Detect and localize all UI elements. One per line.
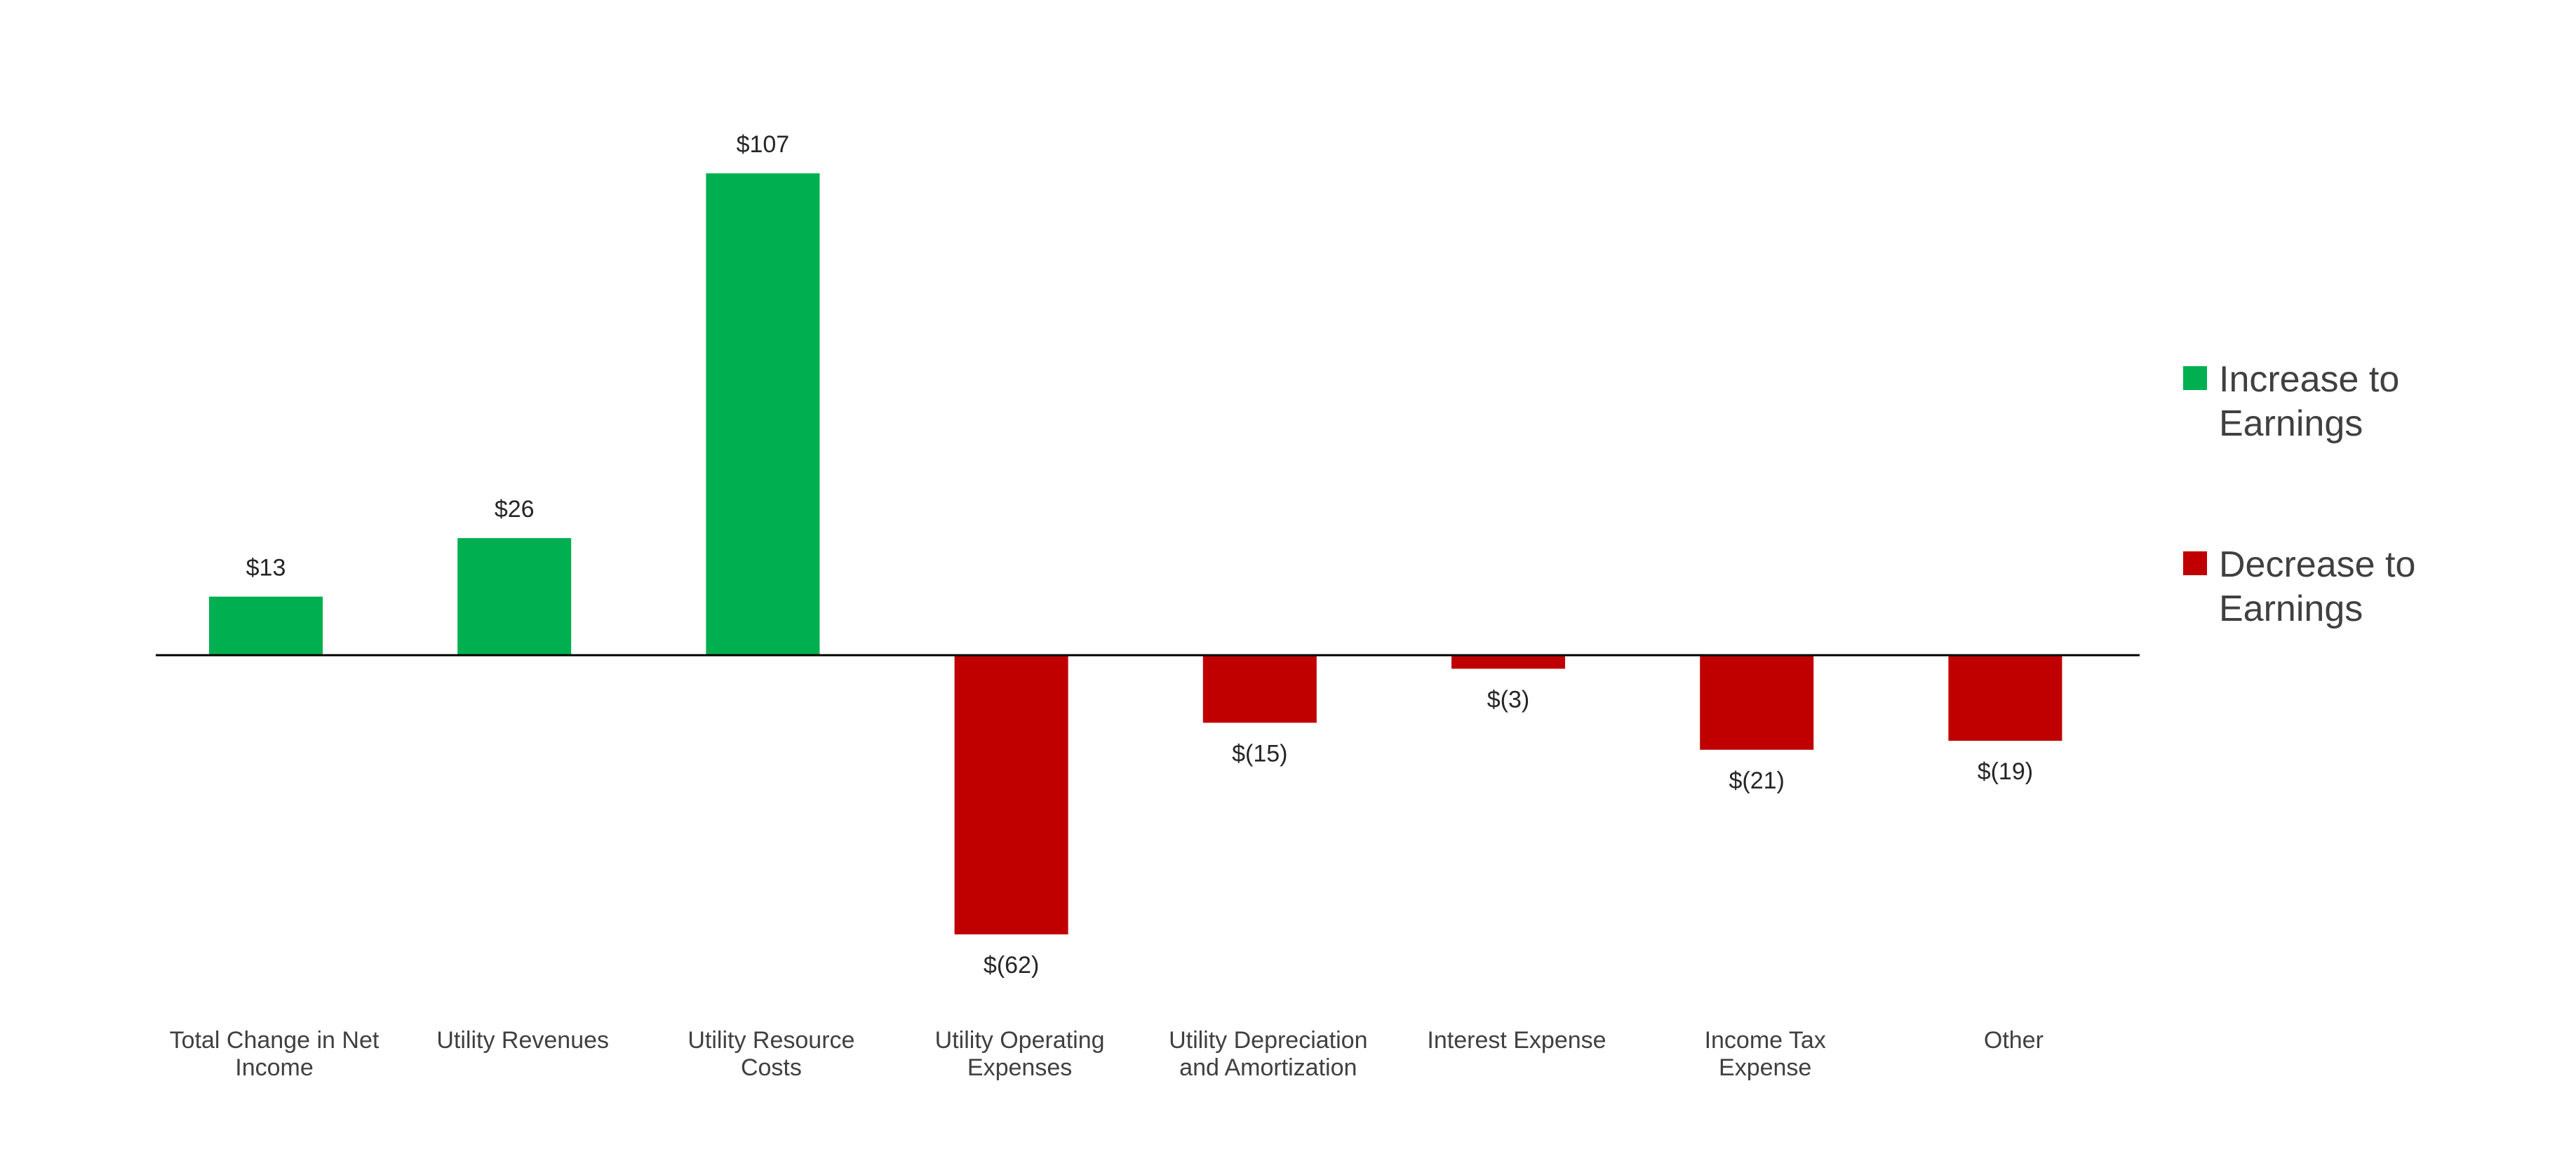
data-label-utility-depreciation-and-amortization: $(15) bbox=[1232, 740, 1287, 767]
data-label-utility-resource-costs: $107 bbox=[737, 131, 790, 158]
data-label-total-change-in-net-income: $13 bbox=[246, 555, 286, 582]
bar-total-change-in-net-income bbox=[209, 596, 323, 655]
legend: Increase to Earnings Decrease to Earnings bbox=[2183, 359, 2415, 629]
bar-utility-revenues bbox=[457, 538, 572, 655]
bar-other bbox=[1948, 655, 2062, 741]
data-labels-group: $13 $26 $107 $(62) $(15) $(3) $(21) $(19) bbox=[246, 131, 2033, 979]
legend-label-decrease-to-earnings: Decrease to Earnings bbox=[2219, 544, 2415, 629]
category-label-utility-depreciation-and-amortization: Utility Depreciation and Amortization bbox=[1169, 1027, 1367, 1081]
bar-utility-operating-expenses bbox=[954, 655, 1068, 934]
data-label-utility-operating-expenses: $(62) bbox=[984, 952, 1039, 979]
data-label-other: $(19) bbox=[1978, 758, 2033, 785]
bar-income-tax-expense bbox=[1700, 655, 1814, 750]
category-label-utility-resource-costs: Utility Resource Costs bbox=[687, 1027, 854, 1081]
category-labels-group: Total Change in Net Income Utility Revenue… bbox=[170, 1027, 2044, 1081]
category-label-other: Other bbox=[1984, 1027, 2044, 1054]
legend-swatch-decrease-to-earnings bbox=[2183, 551, 2207, 575]
category-label-utility-revenues: Utility Revenues bbox=[436, 1027, 609, 1054]
bars-group bbox=[209, 173, 2062, 934]
bar-utility-resource-costs bbox=[706, 173, 820, 656]
category-label-utility-operating-expenses: Utility Operating Expenses bbox=[935, 1027, 1105, 1081]
category-label-income-tax-expense: Income Tax Expense bbox=[1705, 1027, 1826, 1081]
legend-swatch-increase-to-earnings bbox=[2183, 366, 2207, 390]
data-label-interest-expense: $(3) bbox=[1487, 686, 1529, 713]
bar-interest-expense bbox=[1451, 655, 1565, 669]
data-label-utility-revenues: $26 bbox=[495, 496, 535, 523]
bar-utility-depreciation-and-amortization bbox=[1202, 655, 1317, 723]
data-label-income-tax-expense: $(21) bbox=[1729, 767, 1785, 794]
category-label-total-change-in-net-income: Total Change in Net Income bbox=[170, 1027, 380, 1081]
category-label-interest-expense: Interest Expense bbox=[1427, 1027, 1606, 1054]
legend-label-increase-to-earnings: Increase to Earnings bbox=[2219, 359, 2399, 444]
